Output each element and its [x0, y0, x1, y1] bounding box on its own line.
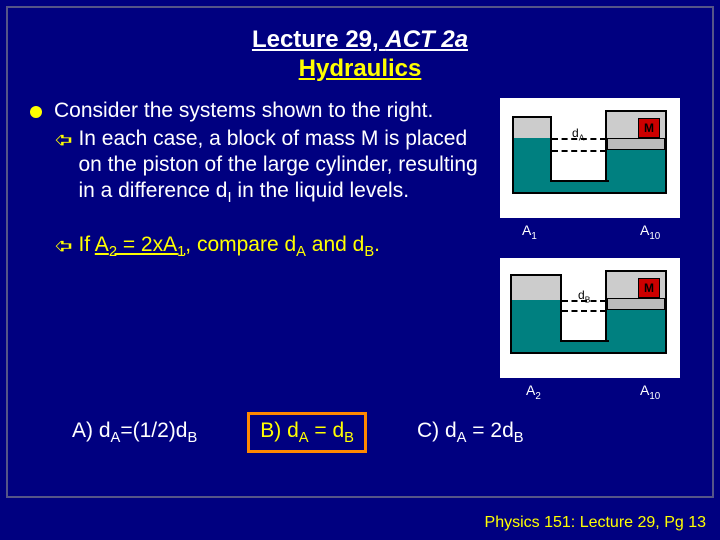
question-text: If A2 = 2xA1, compare dA and dB.	[78, 232, 380, 262]
title-line2: Hydraulics	[30, 55, 690, 84]
slide-title: Lecture 29, ACT 2a Hydraulics	[30, 26, 690, 84]
area-label-a10b: A10	[640, 382, 660, 402]
sub-bullet: ➪ In each case, a block of mass M is pla…	[54, 126, 494, 208]
bullet-dot-icon	[30, 106, 42, 118]
title-line1-act: ACT 2a	[385, 26, 468, 53]
answer-b-highlighted: B) dA = dB	[247, 412, 367, 453]
area-label-a1: A1	[522, 222, 537, 242]
sub-bullet-text: In each case, a block of mass M is place…	[78, 126, 494, 208]
mass-block: M	[638, 118, 660, 138]
bullet-main: Consider the systems shown to the right.	[30, 98, 494, 124]
answer-row: A) dA=(1/2)dB B) dA = dB C) dA = 2dB	[30, 412, 690, 453]
diagram-top: M dA	[500, 98, 680, 218]
slide-frame: Lecture 29, ACT 2a Hydraulics Consider t…	[6, 6, 714, 498]
answer-c: C) dA = 2dB	[417, 419, 524, 446]
area-label-a2: A2	[526, 382, 541, 402]
area-label-a10: A10	[640, 222, 660, 242]
text-column: Consider the systems shown to the right.…	[30, 98, 494, 378]
diagram-bottom: M dB	[500, 258, 680, 378]
content-row: Consider the systems shown to the right.…	[30, 98, 690, 378]
d-label-a: dA	[572, 126, 584, 142]
diagram-column: M dA A1 A10	[500, 98, 690, 378]
title-line1-prefix: Lecture 29,	[252, 26, 385, 53]
bullet-text: Consider the systems shown to the right.	[54, 98, 433, 124]
arrow-icon: ➪	[54, 126, 72, 208]
question-row: ➪ If A2 = 2xA1, compare dA and dB.	[54, 232, 494, 262]
answer-a: A) dA=(1/2)dB	[72, 419, 197, 446]
mass-block: M	[638, 278, 660, 298]
d-label-b: dB	[578, 288, 590, 304]
arrow-icon: ➪	[54, 232, 72, 262]
footer-text: Physics 151: Lecture 29, Pg 13	[485, 514, 706, 532]
